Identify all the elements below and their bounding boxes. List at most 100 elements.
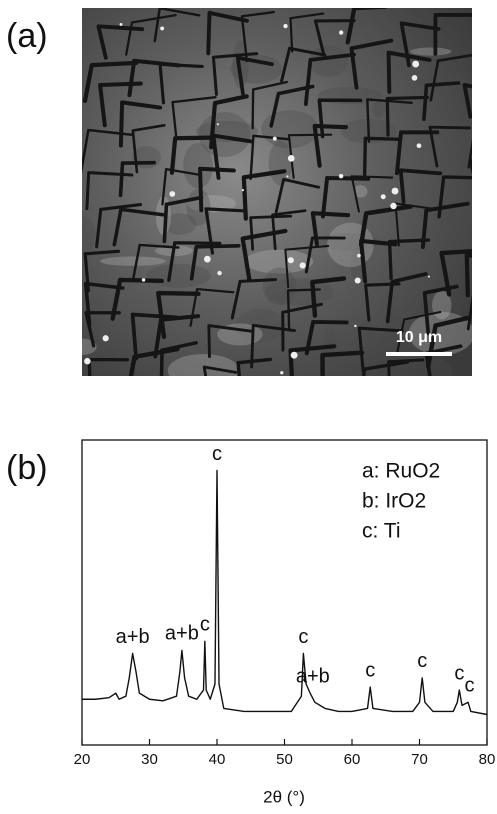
sem-crack: [462, 83, 472, 119]
x-tick-label: 30: [141, 751, 158, 768]
panel-label: (b): [6, 449, 48, 487]
sem-crack: [357, 326, 404, 373]
sem-crack: [430, 403, 463, 444]
sem-crack: [385, 272, 428, 324]
sem-crack: [473, 351, 497, 388]
sem-crack: [345, 8, 388, 45]
sem-grain: [433, 206, 472, 226]
sem-crack: [241, 169, 287, 221]
sem-crack: [310, 276, 347, 318]
sem-grain: [268, 140, 293, 186]
sem-crack: [95, 203, 143, 249]
sem-crack: [399, 21, 441, 68]
sem-crack: [236, 357, 273, 376]
sem-crack: [159, 341, 198, 376]
sem-particle: [416, 143, 422, 149]
panel-label: (a): [6, 17, 48, 55]
peak-annotation: a+b: [165, 623, 199, 645]
xrd-line: [82, 469, 488, 716]
sem-crack: [362, 360, 410, 376]
sem-particle: [354, 277, 361, 284]
sem-crack: [118, 160, 157, 198]
sem-crack: [132, 243, 180, 280]
x-axis-label: 2θ (°): [263, 787, 305, 806]
sem-crack: [158, 62, 204, 105]
sem-particle: [411, 74, 418, 81]
sem-crack: [362, 136, 401, 177]
sem-crack: [350, 175, 394, 213]
sem-image: [82, 8, 497, 444]
sem-particle: [102, 335, 109, 342]
peak-annotation: c: [464, 675, 474, 697]
sem-particle: [160, 26, 165, 31]
sem-crack: [240, 228, 288, 282]
peak-annotation: a+b: [296, 665, 330, 687]
sem-crack: [428, 125, 471, 168]
sem-crack: [380, 396, 420, 430]
sem-crack: [167, 241, 222, 283]
sem-grain: [262, 267, 297, 306]
sem-crack: [84, 311, 121, 348]
sem-crack: [153, 314, 201, 359]
sem-grain: [146, 263, 212, 288]
sem-crack: [475, 21, 497, 66]
sem-particle: [287, 154, 295, 162]
sem-particle: [141, 278, 146, 282]
sem-grain: [82, 216, 96, 254]
peak-annotation: c: [417, 650, 427, 672]
sem-particle: [412, 60, 420, 68]
sem-crack: [125, 13, 177, 56]
sem-particle: [380, 194, 386, 200]
sem-crack: [92, 394, 142, 444]
sem-particle: [287, 257, 294, 264]
sem-crack: [161, 167, 200, 206]
sem-grain: [353, 185, 368, 198]
sem-crack: [396, 310, 442, 353]
sem-crack: [429, 53, 472, 102]
sem-crack: [249, 134, 290, 181]
peak-annotation: c: [212, 443, 222, 465]
peak-annotation: c: [365, 659, 375, 681]
sem-crack: [130, 312, 179, 361]
sem-crack: [198, 166, 236, 213]
sem-crack: [366, 98, 413, 143]
sem-particle: [338, 173, 344, 179]
sem-grain: [244, 249, 314, 274]
x-tick-label: 40: [209, 751, 226, 768]
sem-crack: [466, 293, 472, 331]
sem-particle: [299, 262, 306, 269]
sem-crack: [213, 403, 249, 444]
sem-crack: [169, 135, 213, 175]
sem-crack: [202, 365, 238, 376]
sem-crack: [422, 284, 459, 336]
sem-crack: [235, 55, 274, 96]
sem-crack: [320, 176, 371, 219]
sem-particle: [280, 371, 284, 375]
sem-crack: [209, 94, 249, 150]
sem-particle: [290, 351, 298, 359]
sem-crack: [131, 124, 166, 174]
sem-crack: [132, 389, 170, 430]
sem-crack: [480, 328, 497, 368]
peak-annotation: c: [454, 662, 464, 684]
sem-crack: [387, 358, 425, 376]
sem-crack: [317, 390, 365, 431]
sem-particle: [357, 253, 361, 258]
sem-crack: [277, 386, 322, 434]
sem-particle: [391, 187, 399, 195]
sem-grain: [327, 222, 374, 268]
peak-annotation: c: [298, 626, 308, 648]
sem-grain: [358, 321, 375, 341]
sem-grain: [410, 47, 452, 56]
sem-crack: [230, 278, 278, 320]
sem-particle: [272, 136, 277, 141]
sem-crack: [251, 80, 289, 130]
legend-entry: c: Ti: [362, 520, 401, 543]
sem-crack: [317, 98, 363, 139]
sem-crack: [189, 243, 241, 281]
sem-crack: [394, 202, 435, 247]
sem-crack: [352, 388, 386, 428]
sem-crack: [247, 397, 286, 443]
